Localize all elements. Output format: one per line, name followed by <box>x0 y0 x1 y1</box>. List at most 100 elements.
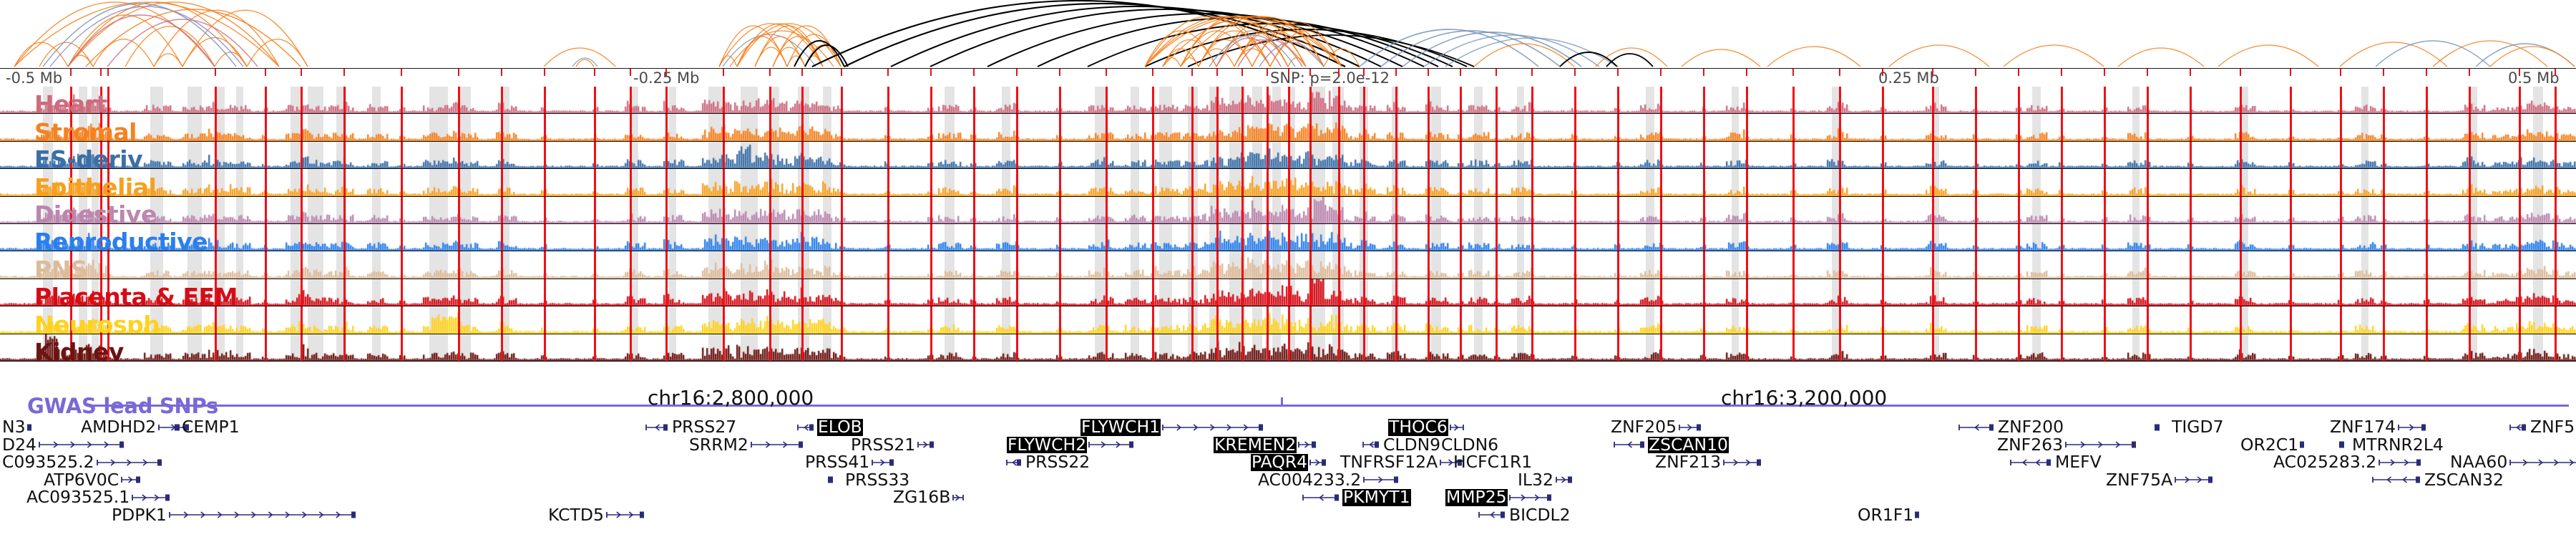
snp-marker-line <box>1839 169 1841 196</box>
gwas-snp-mark[interactable] <box>1281 397 1283 407</box>
snp-marker-line <box>301 279 303 306</box>
gene-annotation[interactable]: PDPK1 <box>111 504 359 525</box>
snp-marker-line <box>723 223 725 251</box>
gene-name-label: BICDL2 <box>1509 504 1571 525</box>
signal-track-neurosph[interactable]: Neurosph <box>0 306 2576 334</box>
snp-marker-line <box>665 334 668 361</box>
snp-marker-line <box>2555 279 2557 306</box>
snp-marker-line <box>723 196 725 223</box>
gene-annotation[interactable]: FLYWCH1 <box>1080 418 1267 436</box>
snp-marker-line <box>1152 251 1154 279</box>
track-label-heart: Heart <box>34 90 107 115</box>
gene-annotation[interactable]: AC093525.1 <box>26 488 173 506</box>
genomic-ruler[interactable]: -0.5 Mb -0.25 Mb SNP: p=2.0e-12 0.25 Mb 0.5 … <box>0 68 2576 87</box>
gene-name-label: CLDN9 <box>1383 434 1441 455</box>
gene-annotation[interactable]: SRRM2 <box>688 436 806 454</box>
snp-marker-line <box>1059 169 1061 196</box>
gene-annotation[interactable]: KCTD5 <box>547 506 648 524</box>
snp-marker-line <box>2104 196 2106 223</box>
gene-annotation[interactable]: ZNF205 <box>1610 418 1704 436</box>
signal-track-heart[interactable]: Heart <box>0 87 2576 115</box>
gene-annotation[interactable]: PKMYT1 <box>1301 488 1411 506</box>
gene-annotation[interactable]: THOC6 <box>1388 418 1467 436</box>
snp-marker-line <box>544 306 546 334</box>
ruler-tick <box>1660 69 1662 76</box>
signal-track-epithelial[interactable]: Epithelial <box>0 169 2576 197</box>
gene-name-label: ZG16B <box>893 487 951 507</box>
snp-marker-line <box>1574 279 1576 306</box>
snp-marker-line <box>1703 251 1705 279</box>
snp-marker-line <box>2383 141 2385 169</box>
gene-annotation[interactable]: ZNF174 <box>2329 418 2429 436</box>
gene-name-label: PDPK1 <box>112 504 167 525</box>
gene-annotation[interactable]: PRSS21 <box>850 434 937 455</box>
gene-annotation[interactable]: BICDL2 <box>1477 504 1571 525</box>
gene-annotation[interactable]: PRSS27 <box>644 418 737 436</box>
gene-annotation[interactable]: MMP25 <box>1445 488 1555 506</box>
gene-annotation[interactable]: PRSS33 <box>827 471 910 489</box>
gene-annotation[interactable]: ZNF5 <box>2508 418 2575 436</box>
snp-marker-line <box>665 141 668 169</box>
gene-annotation[interactable]: N3 <box>1 418 44 436</box>
signal-track-kidney[interactable]: Kidney <box>0 334 2576 362</box>
gene-annotation[interactable]: OR1F1 <box>1857 506 1926 524</box>
gene-annotation[interactable]: MTRNR2L4 <box>2338 436 2444 454</box>
snp-marker-line <box>930 279 932 306</box>
gene-annotation[interactable]: CLDN6 <box>1440 436 1501 454</box>
snp-marker-line <box>930 169 932 196</box>
gene-annotation[interactable]: ZNF75A <box>2105 471 2216 489</box>
gene-annotation[interactable]: AMDHD2 <box>80 418 192 436</box>
gene-annotation[interactable]: MEFV <box>2009 453 2102 471</box>
gene-annotation[interactable]: IL32 <box>1517 471 1576 489</box>
gene-annotation[interactable]: CLDN9 <box>1361 434 1441 455</box>
signal-track-reproductive[interactable]: Reproductive <box>0 223 2576 252</box>
gene-annotation[interactable]: FLYWCH2 <box>1007 436 1137 453</box>
gene-annotation[interactable]: ZNF213 <box>1654 453 1765 471</box>
gene-annotation[interactable]: AC025283.2 <box>2273 453 2424 471</box>
gene-annotation[interactable]: TIGD7 <box>2154 418 2225 436</box>
gene-annotation[interactable]: ELOB <box>796 418 863 436</box>
snp-marker-line <box>841 334 843 361</box>
snp-marker-line <box>594 251 596 279</box>
gene-annotation[interactable]: OR2C1 <box>2240 436 2312 454</box>
snp-marker-line <box>107 279 109 306</box>
gene-annotation[interactable]: ZG16B <box>892 487 967 507</box>
gene-annotation[interactable]: TNFRSF12A <box>1340 453 1465 471</box>
snp-marker-line <box>1839 87 1841 114</box>
gene-annotation[interactable]: PRSS22 <box>1005 453 1091 471</box>
gene-annotation[interactable]: PRSS41 <box>804 453 897 471</box>
interaction-arc <box>736 23 841 67</box>
gene-annotation[interactable]: ZSCAN10 <box>1612 436 1729 453</box>
snp-marker-line <box>1216 87 1219 114</box>
signal-track-digestive[interactable]: Digestive <box>0 196 2576 224</box>
interaction-arc <box>1323 48 1360 67</box>
snp-marker-line <box>841 114 843 141</box>
gene-annotation[interactable]: NAA60 <box>2449 453 2576 471</box>
signal-track-es-deriv[interactable]: ES-deriv <box>0 141 2576 170</box>
signal-track-placenta-eem[interactable]: Placenta & EEM <box>0 279 2576 307</box>
gene-annotation[interactable]: PAQR4 <box>1251 453 1330 471</box>
snp-marker-line <box>1016 196 1018 223</box>
gene-annotation[interactable]: C093525.2 <box>1 453 165 471</box>
signal-track-pns[interactable]: PNS <box>0 251 2576 279</box>
gene-annotation[interactable]: D24 <box>1 436 127 454</box>
gene-name-label: ATP6V0C <box>44 469 119 490</box>
gene-annotation[interactable]: CEMP1 <box>174 418 240 436</box>
gene-name-label: ZNF263 <box>1997 434 2064 455</box>
snp-marker-line <box>343 223 346 251</box>
gene-annotation[interactable]: AC004233.2 <box>1257 471 1402 489</box>
snp-marker-line <box>343 169 346 196</box>
gene-model-glyph <box>750 441 803 448</box>
gene-annotation[interactable]: ZNF263 <box>1996 434 2140 455</box>
signal-track-stromal[interactable]: Stromal <box>0 114 2576 142</box>
gene-annotation[interactable]: ATP6V0C <box>43 469 144 490</box>
gene-annotation[interactable]: HCFC1R1 <box>1453 453 1534 471</box>
snp-marker-line <box>2190 251 2192 279</box>
gene-annotation[interactable]: ZSCAN32 <box>2371 471 2504 489</box>
interaction-arc <box>811 0 1346 67</box>
gene-name-label: PRSS21 <box>851 434 916 455</box>
gene-annotation[interactable]: ZNF200 <box>1957 418 2064 436</box>
snp-marker-line <box>1496 141 1498 169</box>
snp-marker-line <box>1309 196 1312 223</box>
gene-annotation[interactable]: KREMEN2 <box>1214 436 1319 453</box>
